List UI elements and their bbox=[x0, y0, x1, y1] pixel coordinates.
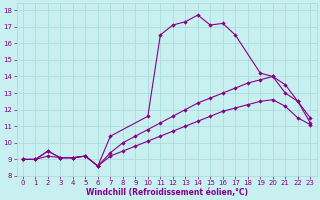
X-axis label: Windchill (Refroidissement éolien,°C): Windchill (Refroidissement éolien,°C) bbox=[85, 188, 248, 197]
